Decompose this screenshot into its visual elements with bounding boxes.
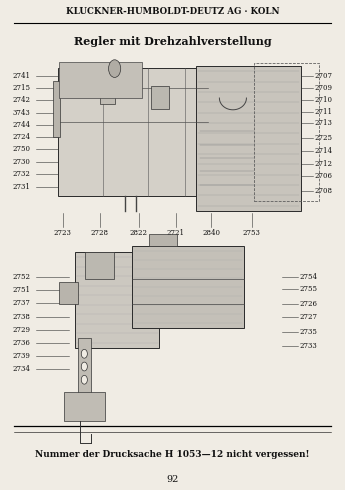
Circle shape bbox=[81, 362, 87, 371]
Text: 2732: 2732 bbox=[12, 170, 30, 178]
Bar bbox=[58, 68, 208, 196]
Text: 2739: 2739 bbox=[12, 352, 30, 360]
Text: 2734: 2734 bbox=[12, 366, 30, 373]
Text: 2715: 2715 bbox=[12, 84, 30, 92]
Bar bbox=[65, 392, 105, 421]
Text: KLUCKNER-HUMBOLDT-DEUTZ AG · KOLN: KLUCKNER-HUMBOLDT-DEUTZ AG · KOLN bbox=[66, 7, 279, 16]
Text: 2822: 2822 bbox=[130, 229, 148, 237]
Bar bbox=[149, 234, 177, 246]
Bar bbox=[151, 86, 169, 109]
Text: 2755: 2755 bbox=[299, 285, 317, 293]
Text: 2726: 2726 bbox=[299, 300, 317, 308]
Bar bbox=[59, 282, 78, 304]
Text: 2733: 2733 bbox=[299, 342, 317, 350]
Text: 2729: 2729 bbox=[12, 326, 30, 334]
Text: 2737: 2737 bbox=[12, 299, 30, 307]
Text: Nummer der Drucksache H 1053—12 nicht vergessen!: Nummer der Drucksache H 1053—12 nicht ve… bbox=[35, 450, 310, 459]
Text: 2707: 2707 bbox=[314, 72, 333, 80]
Text: 2750: 2750 bbox=[12, 146, 30, 153]
Text: 2709: 2709 bbox=[314, 84, 333, 92]
Text: 2714: 2714 bbox=[314, 147, 333, 155]
Text: 2721: 2721 bbox=[167, 229, 185, 237]
Text: 2710: 2710 bbox=[314, 96, 333, 104]
Text: 2730: 2730 bbox=[12, 158, 30, 166]
Text: 2712: 2712 bbox=[314, 160, 333, 168]
Text: 2753: 2753 bbox=[243, 229, 261, 237]
Bar bbox=[78, 338, 91, 402]
Text: 2724: 2724 bbox=[12, 133, 30, 141]
Text: 2738: 2738 bbox=[12, 313, 30, 320]
Text: 2728: 2728 bbox=[91, 229, 109, 237]
Bar bbox=[100, 86, 115, 104]
Text: 2706: 2706 bbox=[314, 172, 333, 180]
Bar bbox=[196, 66, 301, 211]
Bar bbox=[85, 252, 114, 279]
Text: Regler mit Drehzahlverstellung: Regler mit Drehzahlverstellung bbox=[73, 36, 272, 47]
Bar bbox=[254, 63, 318, 201]
Text: 2735: 2735 bbox=[299, 328, 317, 336]
Bar bbox=[59, 62, 142, 98]
Text: 2744: 2744 bbox=[12, 121, 30, 129]
Text: 2731: 2731 bbox=[12, 183, 30, 191]
Bar bbox=[132, 246, 244, 328]
Text: 2742: 2742 bbox=[12, 97, 30, 104]
Text: 3743: 3743 bbox=[12, 109, 30, 117]
Text: 92: 92 bbox=[166, 475, 179, 484]
Text: 2741: 2741 bbox=[12, 72, 30, 80]
Text: 2713: 2713 bbox=[314, 120, 332, 127]
Circle shape bbox=[81, 349, 87, 358]
Text: 2711: 2711 bbox=[314, 108, 333, 116]
Text: 2752: 2752 bbox=[12, 273, 30, 281]
Circle shape bbox=[109, 60, 121, 77]
Text: 2725: 2725 bbox=[314, 134, 333, 142]
Text: 2723: 2723 bbox=[54, 229, 72, 237]
Bar bbox=[52, 81, 60, 137]
Circle shape bbox=[81, 375, 87, 384]
Text: 2736: 2736 bbox=[12, 339, 30, 347]
Text: 2708: 2708 bbox=[314, 187, 333, 195]
Text: 2840: 2840 bbox=[203, 229, 220, 237]
Text: 2751: 2751 bbox=[12, 286, 30, 294]
Bar bbox=[75, 252, 159, 348]
Text: 2754: 2754 bbox=[299, 273, 317, 281]
Text: 2727: 2727 bbox=[299, 313, 317, 320]
